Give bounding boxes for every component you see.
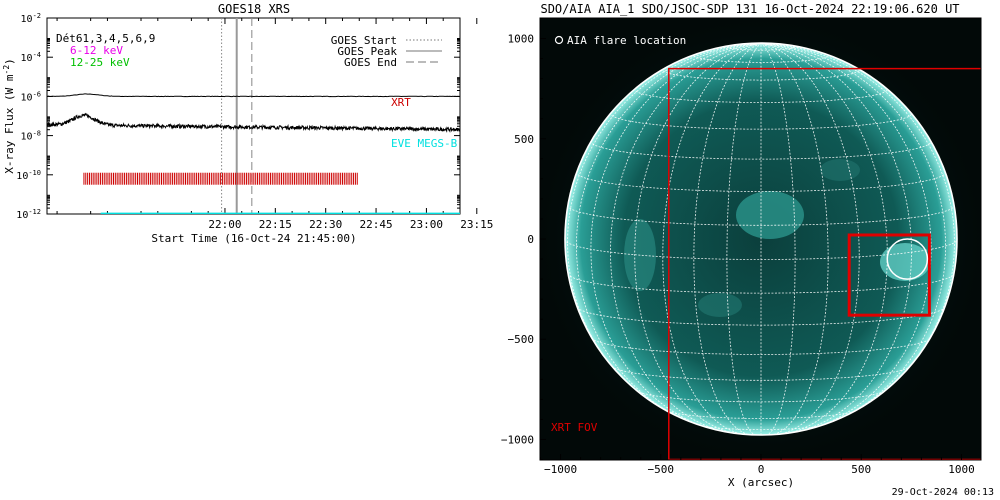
legend-12-25-kev: 12-25 keV (70, 56, 130, 69)
goes-panel: GOES18 XRS 10-2 10-4 10-6 10-8 10-10 10-12 22… (2, 2, 493, 245)
aia-y-tick-label: −500 (508, 333, 535, 346)
grid-longitude-line (575, 43, 762, 428)
aia-panel: SDO/AIA AIA_1 SDO/JSOC-SDP 131 16-Oct-20… (501, 2, 982, 489)
grid-longitude-line (760, 43, 932, 433)
goes-y-tick-label: 10-8 (21, 130, 41, 143)
grid-longitude-line (634, 43, 762, 435)
grid-longitude-line (590, 43, 762, 433)
goes-x-tick-label: 22:15 (259, 218, 292, 231)
grid-latitude-line (567, 273, 955, 294)
goes-x-tick-label: 22:00 (208, 218, 241, 231)
grid-longitude-line (610, 43, 762, 435)
grid-latitude-line (611, 365, 911, 381)
aia-title: SDO/AIA AIA_1 SDO/JSOC-SDP 131 16-Oct-20… (540, 2, 959, 16)
goes-y-axis-label-close: ) (3, 58, 16, 65)
goes-y-tick-label: 10-2 (21, 12, 41, 25)
aia-y-tick-label: 500 (514, 133, 534, 146)
grid-longitude-line (726, 43, 762, 435)
goes-x-axis-label: Start Time (16-Oct-24 21:45:00) (151, 232, 356, 245)
aia-x-tick-label: 500 (851, 463, 871, 476)
goes-x-tick-label: 22:30 (309, 218, 342, 231)
grid-longitude-line (760, 43, 829, 435)
aia-x-tick-label: 1000 (948, 463, 975, 476)
goes-y-tick-label: 10-4 (21, 51, 41, 64)
xrt-fov-label: XRT FOV (551, 421, 598, 434)
grid-longitude-line (760, 43, 947, 428)
aia-y-tick-label: 0 (527, 233, 534, 246)
goes-x-tick-label: 22:45 (359, 218, 392, 231)
grid-longitude-line (693, 43, 762, 435)
goes-y-tick-label: 10-10 (16, 169, 41, 182)
aia-x-tick-label: 0 (758, 463, 765, 476)
goes-legend-right: GOES Start GOES Peak GOES End (331, 34, 442, 69)
legend-goes-end: GOES End (344, 56, 397, 69)
legend-flare-location: AIA flare location (567, 34, 686, 47)
aia-x-tick-label: −500 (648, 463, 675, 476)
eve-series-label: EVE MEGS-B (391, 137, 458, 150)
goes-y-tick-label: 10-12 (16, 208, 41, 221)
grid-latitude-line (590, 140, 932, 160)
aia-y-tick-label: −1000 (501, 433, 534, 446)
footer-timestamp: 29-Oct-2024 00:13 (892, 487, 994, 498)
grid-latitude-line (575, 171, 947, 192)
goes-y-tick-label: 10-6 (21, 90, 41, 103)
aia-y-tick-label: 1000 (508, 33, 535, 46)
goes-legend-left: Dét61,3,4,5,6,9 6-12 keV 12-25 keV (56, 32, 155, 69)
heliographic-grid (565, 43, 957, 435)
goes-title: GOES18 XRS (218, 2, 290, 16)
xrt-series-label: XRT (391, 96, 411, 109)
goes-x-tick-label: 23:15 (460, 218, 493, 231)
goes-long-channel-line (47, 93, 460, 98)
active-region-north (820, 159, 860, 181)
grid-longitude-line (760, 43, 888, 435)
aia-x-axis: −1000 −500 0 500 1000 (540, 454, 975, 476)
grid-latitude-line (664, 409, 858, 419)
legend-detectors: Dét61,3,4,5,6,9 (56, 32, 155, 45)
grid-longitude-line (760, 43, 860, 435)
goes-x-axis: 22:00 22:15 22:30 22:45 23:00 23:15 (56, 18, 493, 231)
grid-longitude-line (662, 43, 762, 435)
solar-limb (564, 42, 958, 436)
aia-x-tick-label: −1000 (544, 463, 577, 476)
goes-y-axis-label-main: X-ray Flux (W m (3, 74, 16, 174)
goes-y-axis: 10-2 10-4 10-6 10-8 10-10 10-12 (16, 12, 460, 221)
goes-y-axis-label-exp: -2 (2, 65, 11, 75)
aia-y-axis: 1000 500 0 −500 −1000 (501, 18, 546, 460)
active-region-center (736, 191, 804, 239)
aia-x-axis-label: X (arcsec) (728, 476, 794, 489)
active-region-south (698, 293, 742, 317)
goes-short-channel-line (47, 112, 460, 133)
flare-location-marker (886, 238, 929, 280)
legend-goes-peak: GOES Peak (337, 45, 397, 58)
legend-goes-start: GOES Start (331, 34, 397, 47)
legend-6-12-kev: 6-12 keV (70, 44, 123, 57)
xrt-observation-marks (83, 172, 358, 185)
goes-x-tick-label: 23:00 (410, 218, 443, 231)
grid-longitude-line (760, 43, 796, 435)
xrt-roi-box (847, 233, 931, 317)
goes-y-axis-label: X-ray Flux (W m-2) (2, 58, 16, 174)
legend-flare-symbol (554, 35, 564, 45)
